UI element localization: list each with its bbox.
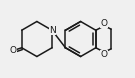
Text: O: O (101, 50, 108, 59)
Text: N: N (49, 26, 56, 35)
Text: O: O (10, 46, 17, 55)
Text: O: O (101, 19, 108, 28)
